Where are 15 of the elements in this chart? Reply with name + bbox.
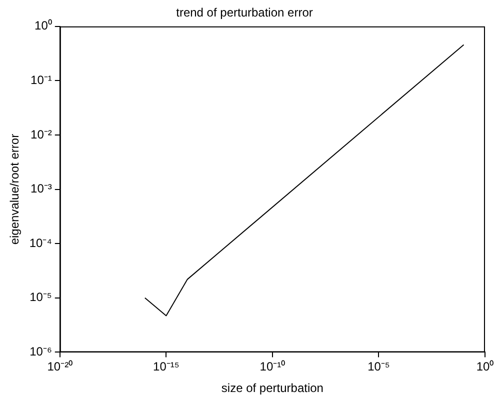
y-tick-label: 10⁻³	[30, 182, 52, 196]
y-tick-label: 10⁰	[34, 18, 52, 33]
y-tick-label: 10⁻¹	[30, 73, 52, 88]
x-tick-label: 10⁻¹⁰	[260, 360, 286, 374]
x-axis-title: size of perturbation	[221, 381, 324, 396]
x-tick-label: 10⁻²⁰	[47, 360, 73, 374]
x-tick-label: 10⁻⁵	[368, 360, 390, 374]
y-axis-title: eigenvalue/root error	[8, 134, 22, 245]
x-tick-label: 10⁰	[476, 360, 494, 374]
x-tick-label: 10⁻¹⁵	[153, 360, 180, 374]
y-tick-label: 10⁻⁵	[30, 290, 52, 304]
y-tick-label: 10⁻²	[30, 127, 52, 142]
y-tick-label: 10⁻⁴	[29, 236, 52, 250]
chart-title: trend of perturbation error	[176, 6, 313, 20]
y-tick-label: 10⁻⁶	[30, 344, 52, 359]
